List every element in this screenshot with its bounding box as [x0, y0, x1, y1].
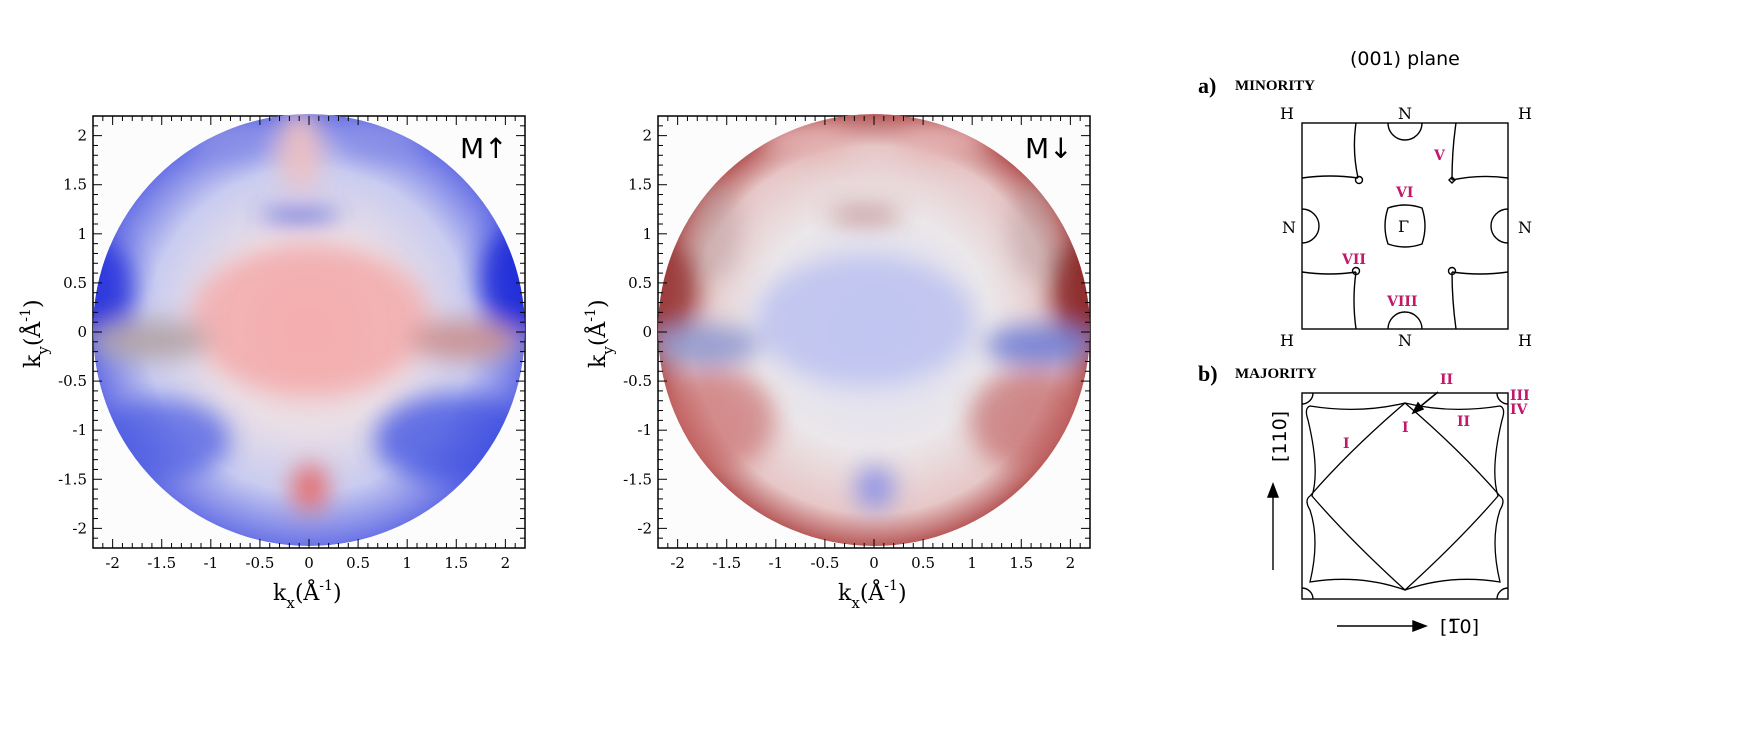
x-tick-label: 1 [402, 554, 412, 572]
label-H-tl: H [1280, 104, 1294, 123]
x-tick-label: -1.5 [147, 554, 176, 572]
majority-bz [1301, 392, 1509, 600]
x-tick-label: 0 [304, 554, 314, 572]
y-tick-label: 0.5 [63, 274, 87, 292]
y-tick-label: -1.5 [623, 470, 652, 488]
y-tick-label: 1.5 [628, 176, 652, 194]
label-I-left: I [1343, 436, 1350, 452]
label-gamma: Γ [1398, 217, 1409, 236]
y-tick-label: -1 [637, 421, 652, 439]
y-tick-label: -1 [72, 421, 87, 439]
label-N-left: N [1282, 218, 1296, 237]
label-H-tr: H [1518, 104, 1532, 123]
y-tick-label: -1.5 [58, 470, 87, 488]
panel-b-title: MAJORITY [1235, 366, 1317, 382]
x-tick-label: 0.5 [911, 554, 935, 572]
x-tick-label: -2 [105, 554, 120, 572]
y-tick-label: 1 [77, 225, 87, 243]
y-tick-label: 0.5 [628, 274, 652, 292]
schematic-title: (001) plane [1350, 48, 1460, 70]
spin-up-map: -2 -1.5 -1 -0.5 0 0.5 1 1.5 2 2 1.5 1 0.5 0 -0.5 -1 -1.5… [18, 114, 526, 612]
x-tick-label: 1.5 [1009, 554, 1033, 572]
label-N-top: N [1398, 104, 1412, 123]
x-tick-label: 1 [967, 554, 977, 572]
y-tick-label: 1.5 [63, 176, 87, 194]
x-tick-label: -1 [204, 554, 219, 572]
panel-a-letter: a) [1198, 73, 1216, 98]
label-N-right: N [1518, 218, 1532, 237]
x-tick-label: 0 [869, 554, 879, 572]
y-tick-label: 2 [77, 127, 87, 145]
panel-label: M↓ [1025, 132, 1073, 165]
x-tick-label: -1.5 [712, 554, 741, 572]
x-tick-label: -2 [670, 554, 685, 572]
label-III: III [1510, 388, 1530, 404]
axis-110-label: [110] [1269, 411, 1291, 462]
label-N-bottom: N [1398, 331, 1412, 350]
label-V: V [1433, 148, 1446, 164]
label-VII: VII [1341, 252, 1366, 268]
x-tick-label: -0.5 [810, 554, 839, 572]
y-axis-label: ky(Å-1) [583, 299, 617, 368]
label-IV: IV [1510, 402, 1529, 418]
axis-1-10-label: [1̅0] [1440, 616, 1479, 638]
x-axis-label: kx(Å-1) [273, 578, 342, 612]
x-tick-label: 1.5 [444, 554, 468, 572]
y-axis-label: ky(Å-1) [18, 299, 52, 368]
panel-a-title: MINORITY [1235, 78, 1315, 94]
x-tick-label: 2 [1066, 554, 1076, 572]
panel-label: M↑ [460, 132, 508, 165]
spin-down-map: -2 -1.5 -1 -0.5 0 0.5 1 1.5 2 2 1.5 1 0.5 0 -0.5 -1 -1.5… [583, 114, 1091, 612]
label-H-bl: H [1280, 331, 1294, 350]
x-tick-label: 0.5 [346, 554, 370, 572]
y-tick-label: 0 [77, 323, 87, 341]
y-tick-label: -0.5 [623, 372, 652, 390]
fermi-surface-schematic: (001) plane a) MINORITY H H H H N N N [1198, 48, 1532, 638]
minority-bz [1301, 122, 1509, 330]
x-tick-label: 2 [501, 554, 511, 572]
panel-b-letter: b) [1198, 361, 1218, 386]
y-tick-label: 2 [642, 127, 652, 145]
y-tick-label: -0.5 [58, 372, 87, 390]
y-tick-label: -2 [637, 519, 652, 537]
x-tick-label: -1 [769, 554, 784, 572]
label-II-right: II [1457, 414, 1470, 430]
y-tick-label: 1 [642, 225, 652, 243]
x-axis-label: kx(Å-1) [838, 578, 907, 612]
label-I-center: I [1402, 420, 1409, 436]
label-H-br: H [1518, 331, 1532, 350]
y-tick-label: -2 [72, 519, 87, 537]
label-VIII: VIII [1386, 294, 1418, 310]
y-tick-label: 0 [642, 323, 652, 341]
label-II-top: II [1440, 372, 1453, 388]
x-tick-label: -0.5 [245, 554, 274, 572]
label-VI: VI [1395, 185, 1413, 201]
